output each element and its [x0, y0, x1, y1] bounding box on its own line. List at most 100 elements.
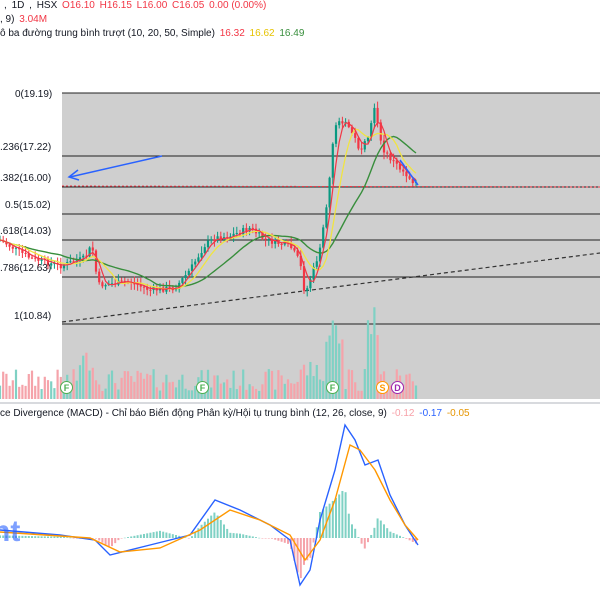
macd-hist-bar	[264, 538, 267, 539]
volume-bar	[238, 385, 242, 399]
volume-bar	[34, 385, 37, 399]
candle-body	[174, 289, 178, 291]
volume-bar	[123, 371, 126, 399]
signal-line	[0, 443, 419, 562]
ma50-line	[0, 135, 417, 288]
macd-title[interactable]: ce Divergence (MACD) - Chỉ báo Biến động…	[0, 408, 387, 419]
macd-hist-bar	[322, 509, 325, 538]
volume-bar	[363, 369, 366, 399]
arrow-drawing[interactable]	[67, 155, 163, 181]
volume-bar	[75, 380, 78, 399]
volume-bar	[312, 376, 315, 399]
macd-hist-bar	[245, 535, 248, 538]
candle-body	[149, 289, 152, 291]
candle-body	[376, 107, 379, 123]
macd-hist-bar	[379, 520, 382, 538]
volume-bar	[101, 390, 104, 399]
volume-bar	[354, 382, 357, 399]
macd-hist-bar	[232, 533, 235, 538]
macd-hist-bar	[111, 538, 113, 547]
event-d[interactable]: D	[391, 381, 404, 394]
macd-hist-bar	[367, 538, 369, 543]
volume-bar	[43, 376, 46, 399]
macd-hist-bar	[226, 528, 229, 538]
candle-body	[280, 243, 283, 245]
interval-label[interactable]: 1D	[11, 0, 25, 11]
volume-bar	[232, 370, 235, 399]
candle-body	[312, 266, 315, 280]
macd-hist-bar	[303, 538, 305, 565]
volume-bar	[21, 384, 24, 399]
candle-body	[11, 246, 14, 249]
candle-body	[360, 148, 363, 150]
volume-bar	[306, 375, 309, 399]
macd-hist-bar	[69, 537, 72, 539]
macd-hist-bar	[18, 535, 21, 538]
ma10-line	[0, 121, 417, 290]
ma-title[interactable]: ô ba đường trung bình trượt (10, 20, 50,…	[0, 28, 215, 39]
candle-body	[398, 163, 402, 170]
macd-hist-bar	[360, 538, 363, 544]
fib-label-786: .786(12.63)	[0, 263, 52, 274]
volume-bar	[88, 370, 91, 399]
macd-hist-bar	[114, 538, 117, 544]
macd-hist-bar	[40, 536, 43, 538]
candle-body	[382, 140, 386, 153]
candle-body	[248, 227, 251, 232]
volume-bar	[267, 369, 270, 399]
candle-body	[72, 261, 75, 263]
macd-hist-bar	[258, 537, 261, 539]
fib-label-0: 0(19.19)	[15, 89, 53, 100]
trend-segment[interactable]	[399, 159, 419, 186]
macd-hist-bar	[370, 534, 373, 538]
macd-hist-bar	[386, 528, 389, 538]
candle-body	[133, 283, 136, 285]
candle-body	[318, 247, 322, 262]
event-f-3[interactable]: F	[326, 381, 339, 394]
macd-hist-bar	[392, 533, 395, 538]
macd-hist-bar	[235, 533, 238, 538]
macd-hist-value: -0.12	[391, 408, 415, 419]
macd-hist-bar	[104, 538, 107, 545]
candle-body	[232, 233, 235, 237]
macd-hist-bar	[261, 538, 264, 539]
candle-body	[146, 287, 149, 290]
volume-bar	[11, 380, 14, 399]
macd-hist-bar	[319, 512, 321, 538]
fib-label-1: 1(10.84)	[14, 311, 52, 322]
volume-bar	[229, 387, 232, 399]
macd-hist-bar	[50, 536, 53, 538]
candle-body	[82, 255, 85, 258]
candle-body	[120, 280, 123, 282]
macd-hist-bar	[56, 536, 59, 538]
event-s[interactable]: S	[376, 381, 389, 394]
candle-body	[5, 241, 8, 245]
volume-bar	[120, 377, 123, 399]
candle-body	[370, 123, 373, 138]
candle-body	[296, 250, 299, 256]
macd-hist-bar	[338, 494, 341, 538]
volume-bar	[78, 365, 82, 399]
macd-hist-bar	[283, 538, 286, 543]
volume-bar	[184, 388, 187, 399]
macd-hist-bar	[251, 536, 254, 538]
volume-bar	[277, 370, 280, 399]
candle-body	[34, 257, 37, 259]
volume-value: 3.04M	[19, 14, 48, 25]
candle-body	[283, 241, 286, 245]
macd-hist-bar	[373, 527, 376, 538]
macd-hist-bar	[239, 533, 241, 538]
macd-hist-bar	[101, 538, 104, 543]
volume-bar	[5, 373, 8, 399]
macd-hist-bar	[376, 518, 379, 538]
macd-hist-bar	[136, 535, 139, 538]
candle-body	[264, 238, 267, 240]
macd-hist-bar	[389, 531, 392, 538]
macd-hist-bar	[223, 524, 225, 538]
macd-hist-bar	[37, 536, 40, 538]
macd-hist-bar	[24, 535, 27, 538]
exchange-label: HSX	[36, 0, 58, 11]
event-f-1[interactable]: F	[60, 381, 73, 394]
event-f-2[interactable]: F	[196, 381, 209, 394]
